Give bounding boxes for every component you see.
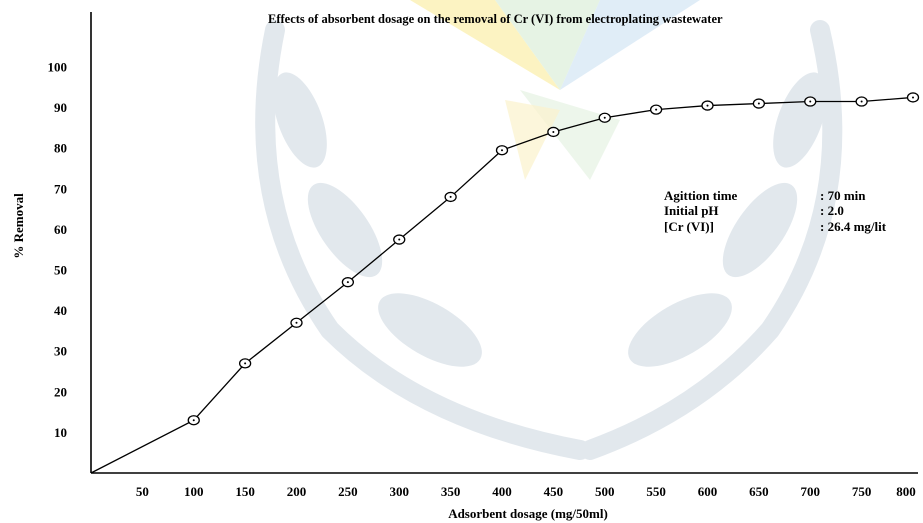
x-tick-label: 750 xyxy=(852,484,872,499)
data-point-center xyxy=(449,195,452,198)
x-tick-label: 600 xyxy=(698,484,718,499)
data-point-center xyxy=(603,116,606,119)
condition-value: : 70 min xyxy=(820,188,866,203)
x-axis-title: Adsorbent dosage (mg/50ml) xyxy=(448,506,608,521)
x-tick-label: 550 xyxy=(646,484,666,499)
condition-label: Initial pH xyxy=(664,203,719,218)
x-tick-label: 100 xyxy=(184,484,204,499)
experiment-conditions: Agittion time : 70 min Initial pH : 2.0 … xyxy=(664,188,887,234)
data-point-center xyxy=(809,100,812,103)
x-tick-label: 300 xyxy=(390,484,410,499)
y-tick-label: 30 xyxy=(54,344,67,359)
x-tick-label: 450 xyxy=(544,484,564,499)
data-point-center xyxy=(192,419,195,422)
y-tick-label: 70 xyxy=(54,181,67,196)
x-tick-label: 50 xyxy=(136,484,149,499)
y-tick-labels: 10 20 30 40 50 60 70 80 90 100 xyxy=(48,60,68,440)
data-point-center xyxy=(860,100,863,103)
data-point-center xyxy=(655,108,658,111)
x-tick-label: 500 xyxy=(595,484,615,499)
y-tick-label: 100 xyxy=(48,60,68,75)
y-tick-label: 60 xyxy=(54,222,67,237)
x-tick-label: 650 xyxy=(749,484,769,499)
data-point-center xyxy=(552,130,555,133)
series-line xyxy=(90,96,914,474)
x-tick-label: 250 xyxy=(338,484,358,499)
x-tick-label: 150 xyxy=(235,484,255,499)
axes xyxy=(90,12,918,474)
data-point-center xyxy=(295,321,298,324)
x-tick-label: 200 xyxy=(287,484,307,499)
series-layer xyxy=(90,92,920,474)
y-tick-label: 80 xyxy=(54,141,67,156)
y-tick-label: 40 xyxy=(54,303,67,318)
y-tick-label: 50 xyxy=(54,263,67,278)
data-point-center xyxy=(398,238,401,241)
x-tick-label: 700 xyxy=(801,484,821,499)
x-tick-labels: 50 100 150 200 250 300 350 400 450 500 550 600 650 70… xyxy=(136,484,916,499)
data-point-center xyxy=(244,362,247,365)
x-tick-label: 800 xyxy=(896,484,916,499)
x-tick-label: 350 xyxy=(441,484,461,499)
y-axis-title: % Removal xyxy=(11,193,26,259)
condition-label: [Cr (VI)] xyxy=(664,219,714,234)
data-point-center xyxy=(757,102,760,105)
chart-title: Effects of absorbent dosage on the remov… xyxy=(268,12,723,26)
y-tick-label: 20 xyxy=(54,384,67,399)
watermark-emblem xyxy=(255,0,843,460)
x-tick-label: 400 xyxy=(492,484,512,499)
y-tick-label: 10 xyxy=(54,425,67,440)
condition-label: Agittion time xyxy=(664,188,738,203)
data-point-center xyxy=(501,149,503,152)
data-point-center xyxy=(346,281,349,284)
y-tick-label: 90 xyxy=(54,100,67,115)
data-point-center xyxy=(706,104,709,107)
data-point-center xyxy=(912,96,914,99)
condition-value: : 26.4 mg/lit xyxy=(820,219,887,234)
condition-value: : 2.0 xyxy=(820,203,844,218)
